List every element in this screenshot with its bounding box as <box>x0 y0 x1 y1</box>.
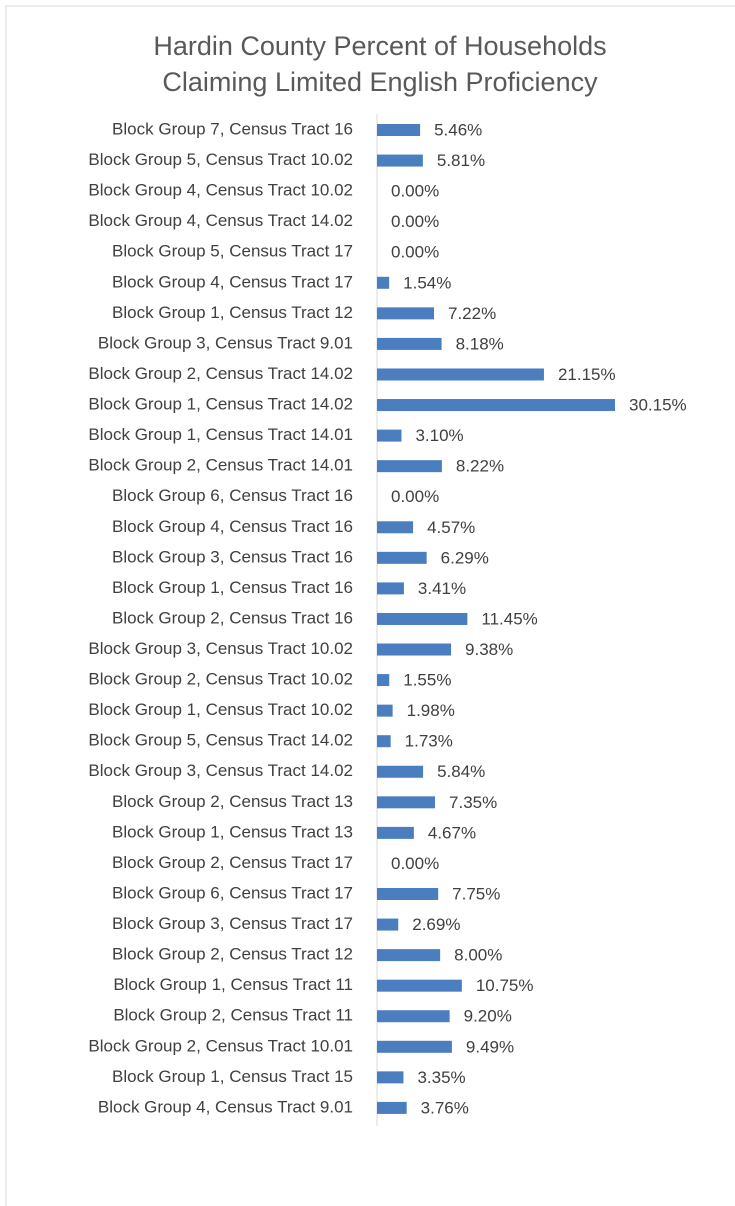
data-label: 0.00% <box>391 487 439 506</box>
data-label: 0.00% <box>391 212 439 231</box>
data-label: 11.45% <box>481 609 537 628</box>
category-label: Block Group 2, Census Tract 13 <box>112 792 353 811</box>
category-label: Block Group 4, Census Tract 14.02 <box>88 211 353 230</box>
data-label: 21.15% <box>558 365 616 384</box>
data-label: 3.10% <box>415 426 463 445</box>
bar <box>377 735 391 748</box>
bar <box>377 307 434 320</box>
category-label: Block Group 2, Census Tract 11 <box>113 1006 353 1025</box>
category-label: Block Group 7, Census Tract 16 <box>112 119 353 138</box>
bar <box>377 124 421 136</box>
category-label: Block Group 1, Census Tract 11 <box>113 975 353 994</box>
bar <box>377 521 414 534</box>
data-label: 7.22% <box>448 304 496 323</box>
data-label: 3.41% <box>418 579 466 598</box>
category-label: Block Group 4, Census Tract 9.01 <box>98 1097 353 1116</box>
bar <box>377 1040 452 1053</box>
category-label: Block Group 1, Census Tract 13 <box>112 822 353 841</box>
data-label: 8.00% <box>454 946 502 965</box>
bar <box>377 949 441 962</box>
data-label: 5.46% <box>434 120 482 139</box>
data-label: 7.35% <box>449 793 497 812</box>
data-label: 7.75% <box>452 884 500 903</box>
data-label: 10.75% <box>476 976 534 995</box>
category-label: Block Group 2, Census Tract 10.01 <box>88 1036 353 1055</box>
bar <box>377 826 414 839</box>
category-label: Block Group 3, Census Tract 14.02 <box>88 761 353 780</box>
category-label: Block Group 3, Census Tract 10.02 <box>88 639 353 658</box>
bar <box>377 888 439 900</box>
data-label: 2.69% <box>412 915 460 934</box>
data-label: 9.38% <box>465 640 513 659</box>
bar <box>377 582 404 595</box>
category-label: Block Group 6, Census Tract 17 <box>112 883 353 902</box>
chart-title: Hardin County Percent of Households Clai… <box>153 31 607 97</box>
data-label: 3.76% <box>421 1098 469 1117</box>
data-label: 9.20% <box>464 1007 512 1026</box>
bar <box>377 1101 407 1114</box>
chart-border <box>5 5 735 1206</box>
category-label: Block Group 1, Census Tract 15 <box>112 1067 353 1086</box>
bar <box>377 429 402 442</box>
category-label: Block Group 2, Census Tract 17 <box>112 853 353 872</box>
data-label: 1.73% <box>405 732 453 751</box>
data-label: 8.22% <box>456 457 504 476</box>
category-label: Block Group 1, Census Tract 14.01 <box>88 425 353 444</box>
category-label: Block Group 2, Census Tract 12 <box>112 945 353 964</box>
category-label: Block Group 3, Census Tract 16 <box>112 547 353 566</box>
bar <box>377 704 393 717</box>
bar <box>377 337 442 350</box>
bar <box>377 551 427 564</box>
category-label: Block Group 5, Census Tract 17 <box>112 242 353 261</box>
category-label: Block Group 2, Census Tract 14.02 <box>88 364 353 383</box>
category-label: Block Group 1, Census Tract 14.02 <box>88 395 353 414</box>
data-label: 6.29% <box>441 548 489 567</box>
category-label: Block Group 2, Census Tract 14.01 <box>88 456 353 475</box>
data-label: 4.57% <box>427 518 475 537</box>
category-label: Block Group 1, Census Tract 12 <box>112 303 353 322</box>
bar <box>377 674 390 687</box>
data-label: 1.98% <box>407 701 455 720</box>
data-label: 8.18% <box>456 334 504 353</box>
bar <box>377 979 462 992</box>
bar <box>377 796 436 809</box>
data-label: 0.00% <box>391 243 439 262</box>
data-label: 30.15% <box>629 396 687 415</box>
bar <box>377 612 468 625</box>
bar <box>377 368 544 381</box>
category-label: Block Group 2, Census Tract 10.02 <box>88 670 353 689</box>
data-label: 5.81% <box>437 151 485 170</box>
bar <box>377 1010 450 1023</box>
category-label: Block Group 4, Census Tract 16 <box>112 517 353 536</box>
category-label: Block Group 3, Census Tract 9.01 <box>98 333 353 352</box>
data-label: 4.67% <box>428 823 476 842</box>
bar <box>377 643 452 656</box>
category-label: Block Group 6, Census Tract 16 <box>112 486 353 505</box>
bar <box>377 460 442 473</box>
bar <box>377 399 615 412</box>
data-label: 1.55% <box>403 671 451 690</box>
category-label: Block Group 4, Census Tract 17 <box>112 272 353 291</box>
category-label: Block Group 5, Census Tract 14.02 <box>88 731 353 750</box>
category-label: Block Group 2, Census Tract 16 <box>112 608 353 627</box>
category-label: Block Group 3, Census Tract 17 <box>112 914 353 933</box>
data-label: 1.54% <box>403 273 451 292</box>
data-label: 5.84% <box>437 762 485 781</box>
bar <box>377 765 424 778</box>
category-label: Block Group 1, Census Tract 16 <box>112 578 353 597</box>
data-label: 0.00% <box>391 182 439 201</box>
data-label: 3.35% <box>417 1068 465 1087</box>
bar <box>377 918 399 931</box>
category-label: Block Group 5, Census Tract 10.02 <box>88 150 353 169</box>
category-label: Block Group 1, Census Tract 10.02 <box>88 700 353 719</box>
data-label: 9.49% <box>466 1037 514 1056</box>
bar <box>377 1071 404 1084</box>
bar <box>377 276 390 289</box>
category-label: Block Group 4, Census Tract 10.02 <box>88 181 353 200</box>
data-label: 0.00% <box>391 854 439 873</box>
bar <box>377 154 423 167</box>
